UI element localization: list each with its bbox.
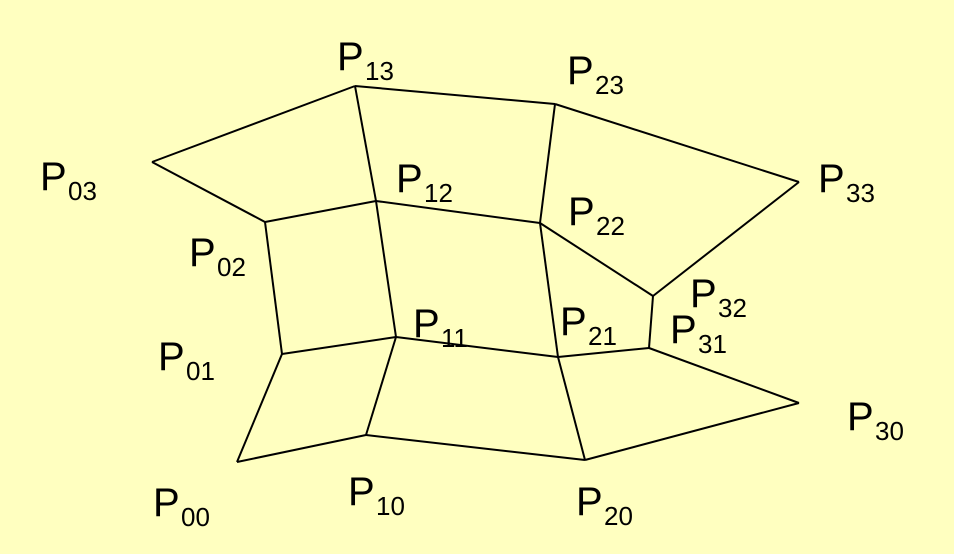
label-p23-letter: P [567,49,594,93]
edge-P12-P22 [375,200,541,224]
label-p33: P 33 [818,157,875,208]
label-p20-subscript: 20 [604,501,633,531]
edge-P02-P12 [264,200,377,223]
label-p21: P 21 [560,300,617,351]
edge-P00-P01 [236,353,283,463]
label-p11-letter: P [413,302,440,346]
label-p32-subscript: 32 [718,293,747,323]
label-p02-subscript: 02 [217,252,246,282]
label-p00: P 00 [153,481,210,532]
edge-P01-P02 [264,221,283,355]
edge-P32-P33 [652,181,800,297]
edge-P20-P21 [557,356,586,461]
label-p20: P 20 [576,480,633,531]
label-p32: P 32 [690,272,747,323]
label-p21-subscript: 21 [588,321,617,351]
edge-P30-P31 [648,347,800,404]
label-p20-letter: P [576,480,603,524]
label-p12-letter: P [396,157,423,201]
label-p21-letter: P [560,300,587,344]
edge-P13-P23 [354,85,556,105]
label-p33-subscript: 33 [846,178,875,208]
label-p22-subscript: 22 [596,211,625,241]
point-labels: P 00P 01P 02P 03P 10P 11P 12P 13P 20P 21P 22P 23P 30P… [40,35,904,532]
edge-P11-P12 [375,200,397,338]
label-p10-subscript: 10 [376,491,405,521]
edge-P22-P32 [539,222,654,297]
label-p23-subscript: 23 [595,70,624,100]
label-p30-subscript: 30 [875,416,904,446]
edge-P22-P23 [539,103,556,224]
label-p12-subscript: 12 [424,178,453,208]
label-p13: P 13 [337,35,394,86]
label-p31: P 31 [670,308,727,359]
edge-P20-P30 [584,402,800,461]
label-p23: P 23 [567,49,624,100]
edge-P02-P03 [151,161,266,223]
grid-edges [151,85,800,463]
edge-P10-P20 [365,434,586,461]
label-p02-letter: P [189,231,216,275]
label-p01-subscript: 01 [186,356,215,386]
label-p10-letter: P [348,470,375,514]
label-p31-letter: P [670,308,697,352]
label-p01-letter: P [158,335,185,379]
label-p13-subscript: 13 [365,56,394,86]
label-p03-letter: P [40,155,67,199]
label-p11-subscript: 11 [441,323,468,353]
label-p00-subscript: 00 [181,502,210,532]
edge-P21-P31 [557,347,650,358]
label-p10: P 10 [348,470,405,521]
edge-P10-P11 [365,336,397,436]
edge-P00-P10 [236,434,367,463]
label-p30-letter: P [847,395,874,439]
edge-P11-P21 [395,336,559,358]
label-p31-subscript: 31 [698,329,727,359]
label-p22: P 22 [568,190,625,241]
edge-P03-P13 [151,85,356,163]
label-p02: P 02 [189,231,246,282]
label-p11: P 11 [413,302,468,353]
edge-P01-P11 [281,336,397,355]
edge-P23-P33 [554,103,800,183]
label-p03: P 03 [40,155,97,206]
label-p30: P 30 [847,395,904,446]
label-p03-subscript: 03 [68,176,97,206]
label-p01: P 01 [158,335,215,386]
label-p00-letter: P [153,481,180,525]
label-p22-letter: P [568,190,595,234]
edge-P31-P32 [648,295,654,349]
edge-P21-P22 [539,222,559,358]
label-p32-letter: P [690,272,717,316]
label-p33-letter: P [818,157,845,201]
label-p13-letter: P [337,35,364,79]
label-p12: P 12 [396,157,453,208]
edge-P12-P13 [354,85,377,202]
